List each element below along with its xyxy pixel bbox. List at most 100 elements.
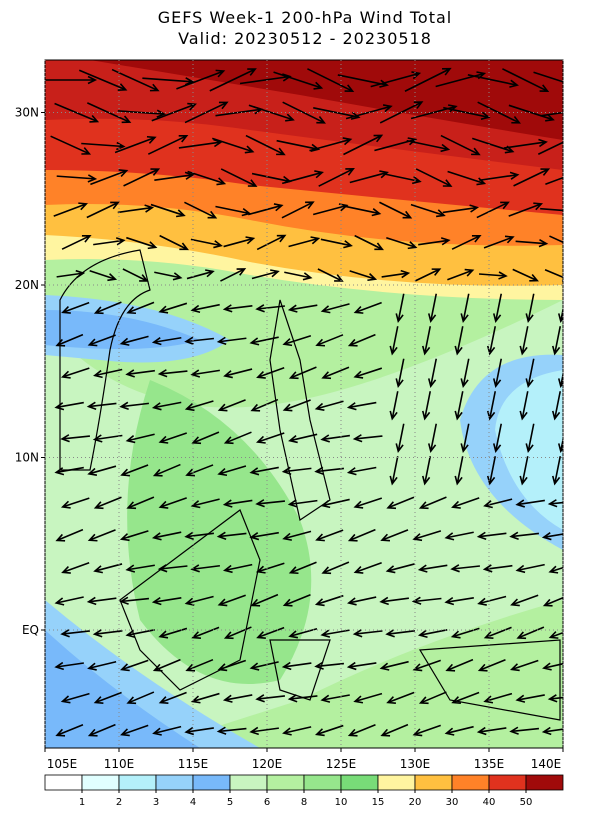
wind-arrow [284, 170, 324, 184]
wind-arrow [379, 596, 409, 606]
wind-arrow [352, 434, 383, 443]
colorbar-label: 40 [483, 797, 496, 808]
wind-arrow [212, 137, 255, 154]
wind-arrow [513, 168, 551, 187]
wind-arrow [157, 369, 188, 378]
wind-arrow [186, 269, 215, 280]
wind-arrow [544, 269, 563, 282]
wind-arrow [512, 268, 539, 282]
wind-arrow [349, 270, 378, 282]
wind-arrow [451, 234, 482, 250]
colorbar-label: 4 [190, 797, 196, 808]
wind-arrow [460, 423, 470, 454]
wind-arrow [184, 400, 214, 412]
wind-arrow [191, 431, 220, 445]
wind-arrow [287, 499, 318, 508]
wind-arrow [417, 629, 448, 639]
wind-arrow [92, 629, 123, 638]
wind-arrow [87, 529, 116, 542]
wind-arrow [255, 304, 286, 313]
wind-arrow [542, 596, 563, 607]
wind-arrow [216, 531, 247, 540]
wind-arrow [120, 659, 149, 672]
colorbar-label: 15 [372, 797, 385, 808]
wind-arrow [60, 629, 91, 638]
wind-arrow [352, 629, 383, 638]
wind-arrow [217, 399, 246, 412]
wind-arrow [54, 596, 84, 606]
title: GEFS Week-1 200-hPa Wind Total [158, 8, 452, 27]
wind-arrow [87, 465, 117, 476]
wind-arrow [119, 401, 149, 411]
wind-arrow [389, 456, 399, 486]
wind-arrow [152, 725, 182, 736]
wind-arrow [540, 111, 563, 117]
wind-arrow [147, 134, 189, 155]
wind-arrow [184, 531, 214, 541]
wind-arrow [184, 336, 215, 345]
wind-arrow [395, 358, 405, 389]
wind-arrow [89, 270, 118, 282]
wind-arrow [345, 104, 393, 120]
wind-arrow [114, 135, 157, 154]
wind-arrow [307, 68, 355, 92]
wind-arrow [150, 203, 186, 218]
wind-arrow [460, 358, 470, 389]
wind-arrow [486, 456, 497, 486]
wind-arrow [61, 234, 92, 250]
wind-arrow [386, 236, 418, 250]
wind-arrow [477, 101, 521, 124]
wind-arrow [126, 496, 155, 510]
wind-arrow [60, 497, 90, 509]
wind-arrow [353, 367, 383, 379]
wind-arrow [557, 435, 563, 454]
wind-arrow [385, 629, 415, 638]
wind-arrow [250, 593, 279, 607]
wind-arrow [354, 234, 384, 251]
wind-arrow [395, 423, 405, 454]
wind-arrow [541, 532, 563, 541]
wind-arrow [386, 691, 415, 704]
wind-arrow [123, 168, 161, 187]
wind-arrow [525, 423, 535, 454]
wind-arrow [454, 326, 464, 356]
wind-arrow [418, 691, 447, 705]
wind-arrow [421, 326, 432, 356]
wind-arrow [122, 268, 149, 282]
wind-arrow [151, 596, 182, 606]
wind-arrow [317, 268, 344, 282]
wind-arrow [220, 268, 247, 282]
wind-arrow [483, 235, 515, 249]
wind-arrow [492, 293, 503, 324]
wind-arrow [414, 268, 442, 282]
wind-arrow [282, 530, 312, 541]
wind-arrow [467, 74, 519, 88]
wind-arrow [477, 658, 506, 672]
wind-arrow [442, 204, 480, 214]
wind-arrow [151, 401, 182, 411]
wind-arrow [158, 302, 188, 314]
wind-arrow [347, 333, 376, 347]
wind-arrow [216, 726, 247, 735]
wind-arrow [245, 134, 286, 156]
wind-arrow [251, 269, 280, 280]
wind-arrow [412, 659, 441, 672]
wind-arrow [282, 399, 311, 412]
wind-arrow [249, 466, 279, 476]
wind-arrow [125, 564, 155, 573]
wind-arrow [86, 201, 120, 219]
shading [90, 60, 563, 140]
wind-arrow [222, 563, 253, 574]
wind-arrow [320, 434, 350, 443]
x-tick-label: 115E [178, 757, 209, 771]
wind-arrow [185, 658, 214, 672]
wind-arrow [509, 659, 539, 672]
wind-arrow [502, 68, 550, 93]
wind-arrow [249, 726, 279, 736]
wind-arrow [346, 661, 377, 671]
wind-arrow [533, 71, 563, 83]
wind-arrow [440, 134, 481, 156]
wind-arrow [220, 168, 258, 187]
wind-arrow [381, 269, 411, 279]
wind-arrow [385, 563, 415, 574]
